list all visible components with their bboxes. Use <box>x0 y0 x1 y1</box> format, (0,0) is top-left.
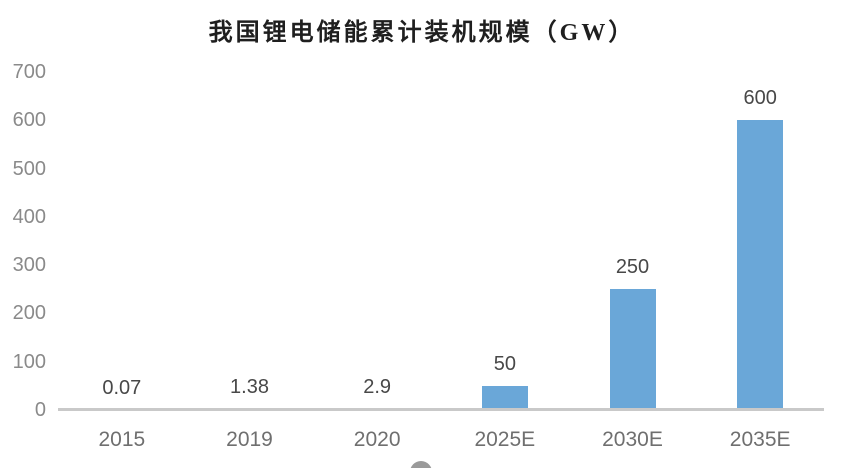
bar-column <box>737 120 784 410</box>
bar-column <box>609 289 656 410</box>
x-tick-label-2019: 2019 <box>226 428 273 451</box>
y-tick-label: 300 <box>12 254 46 277</box>
x-tick-label-2035E: 2035E <box>729 428 791 451</box>
x-tick-label-2020: 2020 <box>353 428 401 451</box>
bar-value-label: 0.07 <box>102 376 142 399</box>
y-tick-label: 100 <box>12 350 46 373</box>
chart-title: 我国锂电储能累计装机规模（GW） <box>208 20 636 46</box>
bar-2025E[interactable] <box>481 385 528 410</box>
bar-value-label: 2.9 <box>363 375 392 398</box>
bar-value-label: 50 <box>493 352 516 375</box>
y-tick-label: 500 <box>12 157 46 180</box>
bar-value-label: 250 <box>615 256 650 279</box>
y-tick-label: 0 <box>34 399 46 421</box>
bar-column <box>481 385 528 410</box>
bar-value-label: 600 <box>743 87 777 110</box>
bar-2030E[interactable] <box>609 289 656 410</box>
y-tick-label: 400 <box>12 205 46 228</box>
y-tick-label: 700 <box>12 61 46 83</box>
x-tick-label-2025E: 2025E <box>474 428 536 451</box>
y-tick-label: 600 <box>12 109 46 132</box>
y-tick-label: 200 <box>12 302 46 325</box>
bar-value-label: 1.38 <box>230 376 269 399</box>
bar-2035E[interactable] <box>737 120 784 410</box>
x-axis-line <box>58 408 824 411</box>
watermark-arc <box>410 461 432 468</box>
x-tick-label-2030E: 2030E <box>602 428 663 451</box>
x-tick-label-2015: 2015 <box>98 428 146 451</box>
